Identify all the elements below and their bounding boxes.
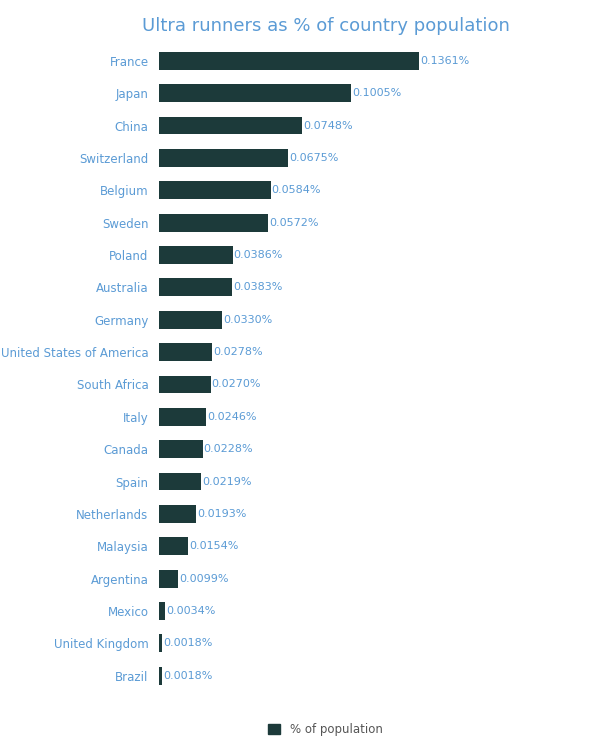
- Bar: [159, 570, 178, 588]
- Bar: [159, 343, 212, 361]
- Bar: [159, 52, 419, 70]
- Text: 0.0246%: 0.0246%: [207, 412, 256, 422]
- Text: 0.0018%: 0.0018%: [163, 638, 213, 648]
- Text: 0.0034%: 0.0034%: [166, 606, 216, 616]
- Bar: [159, 440, 203, 458]
- Text: 0.0154%: 0.0154%: [190, 542, 239, 551]
- Text: 0.0584%: 0.0584%: [272, 185, 321, 195]
- Bar: [159, 246, 233, 264]
- Bar: [159, 472, 201, 490]
- Text: 0.0193%: 0.0193%: [197, 509, 246, 519]
- Bar: [159, 311, 222, 329]
- Bar: [159, 278, 232, 296]
- Text: 0.0386%: 0.0386%: [234, 250, 283, 260]
- Bar: [159, 117, 302, 135]
- Text: 0.1361%: 0.1361%: [420, 56, 469, 65]
- Bar: [159, 182, 271, 199]
- Text: 0.0219%: 0.0219%: [202, 477, 251, 487]
- Bar: [159, 84, 351, 102]
- Text: 0.0228%: 0.0228%: [203, 444, 253, 454]
- Bar: [159, 602, 166, 620]
- Bar: [159, 149, 288, 167]
- Text: 0.0572%: 0.0572%: [269, 218, 319, 228]
- Bar: [159, 408, 206, 426]
- Text: 0.0675%: 0.0675%: [289, 153, 338, 163]
- Title: Ultra runners as % of country population: Ultra runners as % of country population: [142, 17, 509, 35]
- Bar: [159, 214, 268, 231]
- Bar: [159, 376, 211, 394]
- Text: 0.0278%: 0.0278%: [213, 347, 263, 357]
- Bar: [159, 537, 188, 555]
- Text: 0.0383%: 0.0383%: [233, 283, 283, 292]
- Text: 0.1005%: 0.1005%: [352, 89, 401, 98]
- Text: 0.0099%: 0.0099%: [179, 574, 229, 583]
- Bar: [159, 635, 163, 652]
- Text: 0.0330%: 0.0330%: [223, 315, 272, 324]
- Legend: % of population: % of population: [264, 719, 387, 741]
- Text: 0.0018%: 0.0018%: [163, 671, 213, 681]
- Bar: [159, 505, 196, 523]
- Text: 0.0748%: 0.0748%: [303, 121, 353, 130]
- Text: 0.0270%: 0.0270%: [212, 379, 261, 389]
- Bar: [159, 667, 163, 684]
